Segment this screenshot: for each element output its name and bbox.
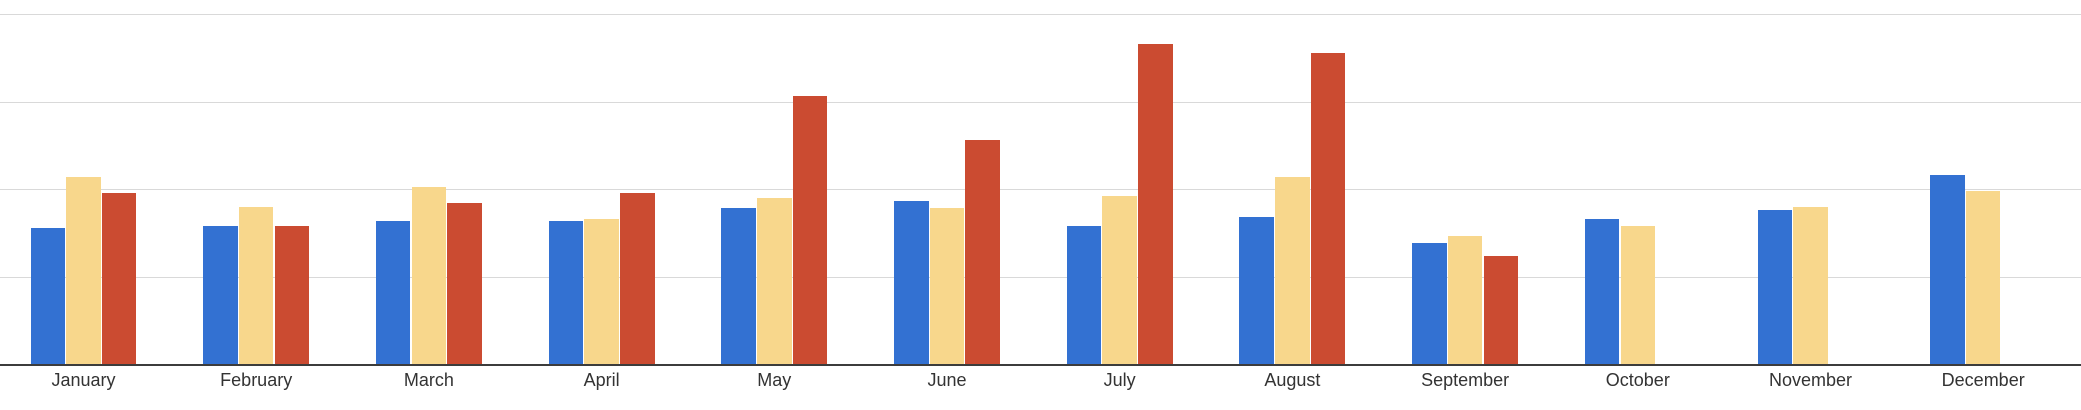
x-axis-label: October [1605, 370, 1670, 390]
bar-march-series-3[interactable] [447, 203, 482, 364]
bar-march-series-1[interactable] [375, 220, 411, 364]
bar-february-series-3[interactable] [274, 225, 310, 364]
x-axis-label: April [583, 370, 620, 390]
bar-february-series-1[interactable] [203, 225, 238, 364]
bar-january-series-1[interactable] [30, 227, 66, 364]
gridline [0, 14, 2081, 15]
bar-january-series-3[interactable] [101, 192, 137, 364]
bar-february-series-2[interactable] [238, 206, 274, 364]
x-axis-label: May [757, 370, 792, 390]
x-axis-label: February [220, 370, 293, 390]
x-axis-baseline [0, 364, 2081, 366]
bar-august-series-3[interactable] [1310, 52, 1346, 364]
bar-april-series-1[interactable] [548, 220, 584, 364]
bar-october-series-2[interactable] [1620, 225, 1656, 364]
x-axis-label: September [1421, 370, 1510, 390]
bar-june-series-1[interactable] [894, 201, 929, 364]
bar-august-series-1[interactable] [1239, 217, 1274, 364]
x-axis-label: March [403, 370, 454, 390]
bar-july-series-3[interactable] [1138, 43, 1173, 364]
bar-september-series-1[interactable] [1412, 243, 1447, 364]
x-axis-label: August [1264, 370, 1321, 390]
bar-january-series-2[interactable] [66, 176, 101, 364]
x-axis-label: June [927, 370, 967, 390]
x-axis-label: July [1103, 370, 1136, 390]
bar-june-series-2[interactable] [929, 208, 965, 364]
bar-may-series-2[interactable] [757, 197, 792, 364]
bar-may-series-1[interactable] [721, 208, 756, 364]
bar-june-series-3[interactable] [965, 140, 1000, 364]
gridline [0, 101, 2081, 103]
bar-september-series-3[interactable] [1483, 255, 1519, 364]
bar-december-series-2[interactable] [1965, 190, 2001, 364]
bar-july-series-2[interactable] [1102, 196, 1137, 364]
bar-november-series-2[interactable] [1793, 206, 1828, 364]
bar-may-series-3[interactable] [792, 96, 828, 364]
bar-november-series-1[interactable] [1757, 210, 1793, 364]
bar-august-series-2[interactable] [1275, 176, 1310, 364]
bar-april-series-3[interactable] [620, 192, 655, 364]
bar-december-series-1[interactable] [1930, 175, 1965, 364]
x-axis-label: January [51, 370, 116, 390]
x-axis-label: November [1768, 370, 1853, 390]
x-axis-label: December [1941, 370, 2025, 390]
bar-september-series-2[interactable] [1447, 236, 1483, 364]
bar-october-series-1[interactable] [1584, 218, 1620, 364]
gridline [0, 276, 2081, 278]
bar-march-series-2[interactable] [411, 187, 447, 364]
bar-april-series-2[interactable] [584, 218, 619, 364]
bar-july-series-1[interactable] [1066, 225, 1102, 364]
gridline [0, 189, 2081, 190]
